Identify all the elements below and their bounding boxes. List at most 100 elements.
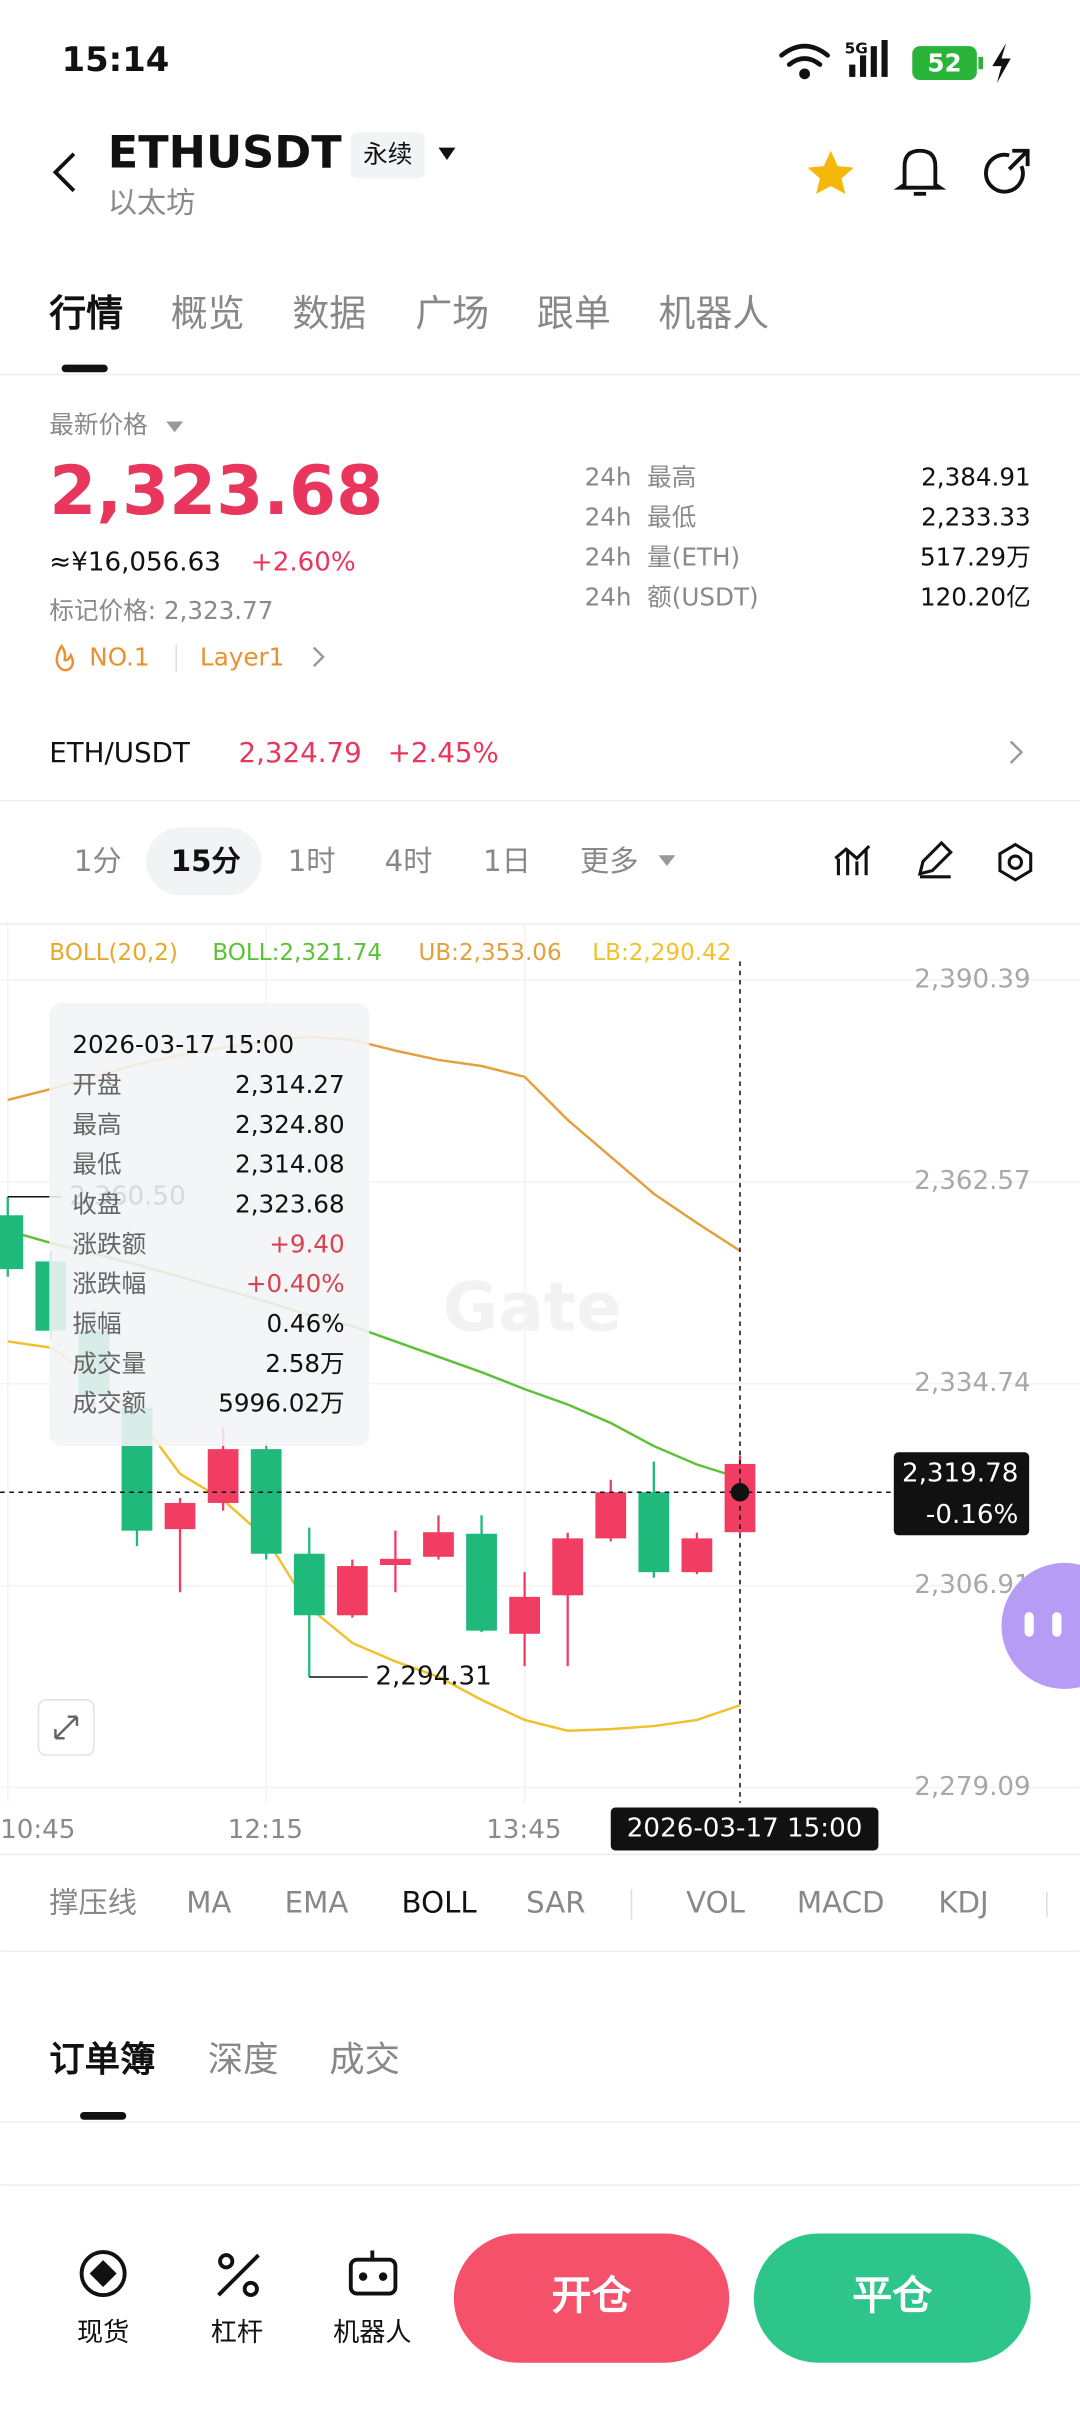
draw-icon[interactable] [917, 840, 953, 879]
book-tab[interactable]: 订单簿 [49, 2039, 155, 2080]
tab[interactable]: 广场 [415, 292, 489, 335]
stat-label: 24h 额(USDT) [585, 582, 759, 611]
indicator-tab[interactable]: MACD [797, 1885, 885, 1919]
nav-label[interactable]: 现货 [77, 2318, 129, 2348]
book-tab[interactable]: 成交 [329, 2039, 400, 2080]
stat-value: 517.29万 [920, 542, 1031, 571]
stat-label: 24h 最高 [585, 462, 697, 491]
indicator-tab[interactable]: BOLL [402, 1885, 478, 1919]
divider [0, 2184, 1080, 2186]
price-box-value: 2,319.78 [902, 1458, 1018, 1488]
more-dropdown[interactable] [658, 855, 676, 867]
tag-chevron[interactable] [313, 646, 325, 667]
nav-label[interactable]: 杠杆 [211, 2318, 263, 2348]
coin-name: 以太坊 [108, 186, 196, 220]
assistant-bubble[interactable] [1001, 1562, 1080, 1689]
badge-bg[interactable] [350, 132, 425, 179]
book-underline [80, 2112, 127, 2120]
spot-chevron[interactable] [1009, 740, 1024, 764]
tab[interactable]: 机器人 [658, 292, 769, 335]
wifi-icon [779, 43, 830, 80]
tab[interactable]: 跟单 [537, 292, 611, 335]
tab[interactable]: 行情 [49, 292, 123, 335]
expand-icon[interactable] [54, 1715, 79, 1740]
interval[interactable]: 1分 [74, 844, 122, 878]
bot-icon[interactable] [348, 2250, 398, 2296]
price-change: +2.60% [251, 548, 356, 578]
spot-icon[interactable] [79, 2250, 127, 2298]
indicator-tab[interactable]: KDJ [938, 1885, 988, 1919]
tab-underline [61, 364, 108, 373]
bell-icon[interactable] [893, 148, 947, 196]
charging-icon [992, 43, 1011, 84]
crosshair-dot [730, 1482, 750, 1502]
network-type: 5G [845, 40, 868, 58]
rank-tag[interactable]: NO.1 [89, 642, 149, 671]
tooltip-label: 涨跌幅 [72, 1269, 146, 1298]
tooltip-value: 2,314.08 [235, 1150, 345, 1179]
tooltip-label: 成交量 [72, 1349, 146, 1378]
price-box-change: -0.16% [926, 1500, 1018, 1530]
close-label[interactable]: 平仓 [852, 2273, 932, 2319]
tooltip-label: 收盘 [72, 1190, 121, 1219]
kline-chart: Gate2,390.392,362.572,334.742,306.912,27… [0, 924, 1080, 1851]
indicator-tab[interactable]: EMA [285, 1885, 349, 1919]
settings-icon[interactable] [998, 842, 1033, 882]
tooltip-value: 2.58万 [265, 1349, 344, 1378]
indicator-tab[interactable]: VOL [686, 1885, 745, 1919]
indicator-tab[interactable]: 撑压线 [49, 1885, 137, 1919]
tooltip-label: 涨跌额 [72, 1229, 146, 1258]
cny-price: ≈¥16,056.63 [49, 548, 221, 578]
nav-label[interactable]: 机器人 [333, 2318, 411, 2348]
battery-tip [978, 56, 984, 70]
mark-price: 标记价格: 2,323.77 [49, 596, 273, 625]
x-tick-label: 10:45 [0, 1815, 75, 1845]
divider [0, 1853, 1080, 1856]
contract-badge[interactable]: 永续 [363, 139, 412, 168]
candle-body [0, 1215, 24, 1270]
divider [0, 373, 1080, 376]
tooltip-value: 2,324.80 [235, 1110, 345, 1139]
candle-body [336, 1566, 368, 1616]
tooltip-value: 5996.02万 [218, 1389, 344, 1418]
legend-entry: LB:2,290.42 [592, 940, 731, 966]
candle-body [595, 1492, 627, 1539]
interval[interactable]: 15分 [171, 844, 241, 878]
price-box [893, 1452, 1030, 1536]
y-tick-label: 2,362.57 [914, 1166, 1030, 1196]
symbol: ETHUSDT [108, 126, 343, 178]
open-button[interactable] [453, 2233, 730, 2363]
candle-body [638, 1492, 670, 1573]
price-label-dropdown[interactable] [166, 421, 184, 433]
divider [0, 922, 1080, 925]
open-label[interactable]: 开仓 [552, 2273, 632, 2319]
spot-pair[interactable]: ETH/USDT [49, 736, 190, 769]
tag-separator [175, 644, 177, 673]
tab[interactable]: 概览 [171, 292, 245, 335]
interval[interactable]: 4时 [385, 844, 433, 878]
interval[interactable]: 1时 [288, 844, 336, 878]
back-button[interactable] [52, 152, 76, 193]
interval[interactable]: 1日 [483, 844, 531, 878]
close-button[interactable] [753, 2233, 1031, 2363]
book-tab[interactable]: 深度 [208, 2039, 279, 2080]
tooltip-label: 开盘 [72, 1070, 121, 1099]
indicator-tab[interactable]: SAR [526, 1885, 585, 1919]
legend-entry: BOLL:2,321.74 [212, 940, 382, 966]
indicator-tab[interactable]: MA [186, 1885, 231, 1919]
favorite-star[interactable] [807, 150, 854, 194]
candle-body [380, 1558, 411, 1565]
status-time: 15:14 [62, 40, 170, 79]
assistant-eye [1052, 1612, 1062, 1637]
share-icon[interactable] [984, 148, 1030, 194]
sector-tag[interactable]: Layer1 [200, 642, 284, 671]
badge-dropdown[interactable] [438, 147, 456, 160]
indicator-icon[interactable] [834, 844, 871, 876]
min-label: 2,294.31 [375, 1662, 491, 1692]
candle-body [466, 1533, 497, 1631]
margin-icon[interactable] [217, 2253, 260, 2298]
battery-level: 52 [927, 49, 961, 78]
interval[interactable]: 更多 [580, 844, 638, 878]
tab[interactable]: 数据 [292, 292, 366, 335]
stat-value: 2,384.91 [921, 462, 1031, 491]
